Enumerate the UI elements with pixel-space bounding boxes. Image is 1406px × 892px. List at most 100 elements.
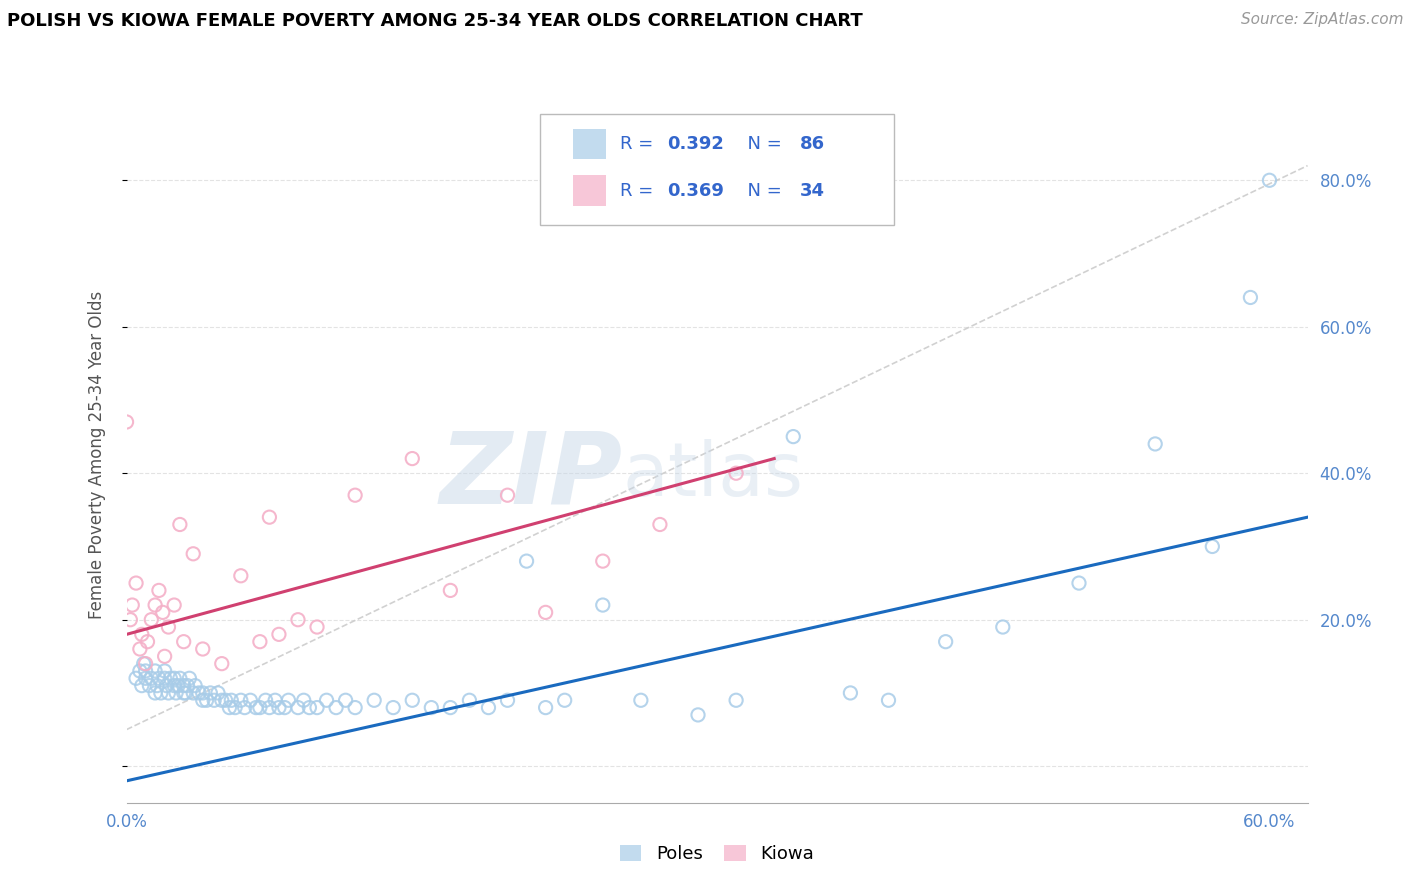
Point: [264, 693, 287, 707]
Text: 0.392: 0.392: [668, 135, 724, 153]
Point: [534, 606, 557, 620]
Text: 0.369: 0.369: [668, 182, 724, 200]
Point: [458, 693, 481, 707]
Point: [149, 686, 172, 700]
Y-axis label: Female Poverty Among 25-34 Year Olds: Female Poverty Among 25-34 Year Olds: [87, 291, 105, 619]
Point: [128, 642, 150, 657]
Point: [131, 679, 153, 693]
Point: [496, 693, 519, 707]
Point: [292, 693, 315, 707]
Point: [325, 700, 347, 714]
Point: [1201, 540, 1223, 554]
Point: [344, 488, 367, 502]
Point: [143, 598, 166, 612]
Point: [1239, 290, 1261, 304]
Point: [143, 686, 166, 700]
Point: [179, 671, 201, 685]
Point: [181, 547, 204, 561]
Point: [191, 693, 214, 707]
Point: [477, 700, 499, 714]
Text: 86: 86: [800, 135, 825, 153]
Point: [135, 664, 157, 678]
Point: [259, 700, 281, 714]
Text: N =: N =: [735, 182, 787, 200]
Point: [187, 686, 209, 700]
Point: [135, 671, 157, 685]
Point: [439, 700, 461, 714]
Point: [229, 568, 252, 582]
Point: [516, 554, 538, 568]
Point: [143, 664, 166, 678]
Point: [277, 693, 299, 707]
Point: [1258, 173, 1281, 187]
Point: [173, 634, 195, 648]
FancyBboxPatch shape: [574, 175, 606, 206]
Point: [141, 671, 163, 685]
Point: [135, 657, 157, 671]
Point: [115, 415, 138, 429]
Point: [152, 606, 174, 620]
Point: [245, 700, 267, 714]
Point: [254, 693, 277, 707]
Point: [120, 613, 142, 627]
Point: [153, 671, 176, 685]
Point: [138, 679, 160, 693]
Point: [229, 693, 252, 707]
Point: [991, 620, 1014, 634]
Point: [128, 664, 150, 678]
Point: [648, 517, 671, 532]
Point: [148, 671, 170, 685]
Point: [157, 620, 180, 634]
FancyBboxPatch shape: [540, 114, 894, 226]
Point: [121, 598, 143, 612]
Point: [725, 693, 748, 707]
Point: [782, 429, 804, 443]
Text: Source: ZipAtlas.com: Source: ZipAtlas.com: [1240, 12, 1403, 27]
Point: [1144, 437, 1167, 451]
Point: [839, 686, 862, 700]
Text: ZIP: ZIP: [440, 427, 623, 524]
Point: [211, 693, 233, 707]
Point: [233, 700, 256, 714]
Point: [592, 598, 614, 612]
Point: [420, 700, 443, 714]
Point: [153, 664, 176, 678]
Point: [191, 642, 214, 657]
Text: N =: N =: [735, 135, 787, 153]
Point: [211, 657, 233, 671]
Point: [267, 627, 290, 641]
Point: [184, 679, 207, 693]
Point: [335, 693, 357, 707]
Point: [630, 693, 652, 707]
Text: 34: 34: [800, 182, 825, 200]
Point: [439, 583, 461, 598]
Point: [287, 613, 309, 627]
Point: [141, 613, 163, 627]
Point: [167, 679, 190, 693]
Point: [163, 598, 186, 612]
Point: [169, 671, 191, 685]
Text: R =: R =: [620, 135, 659, 153]
Point: [221, 693, 243, 707]
Point: [169, 517, 191, 532]
Point: [181, 686, 204, 700]
Point: [132, 657, 155, 671]
Point: [146, 679, 169, 693]
Point: [1067, 576, 1090, 591]
Point: [153, 649, 176, 664]
Text: atlas: atlas: [623, 439, 804, 512]
Point: [877, 693, 900, 707]
Point: [159, 671, 181, 685]
Point: [202, 693, 225, 707]
Text: R =: R =: [620, 182, 659, 200]
Point: [239, 693, 262, 707]
Point: [496, 488, 519, 502]
Point: [315, 693, 337, 707]
Point: [382, 700, 405, 714]
Point: [155, 679, 177, 693]
Point: [592, 554, 614, 568]
Text: POLISH VS KIOWA FEMALE POVERTY AMONG 25-34 YEAR OLDS CORRELATION CHART: POLISH VS KIOWA FEMALE POVERTY AMONG 25-…: [7, 12, 863, 29]
Point: [207, 686, 229, 700]
Point: [163, 679, 186, 693]
Point: [214, 693, 236, 707]
